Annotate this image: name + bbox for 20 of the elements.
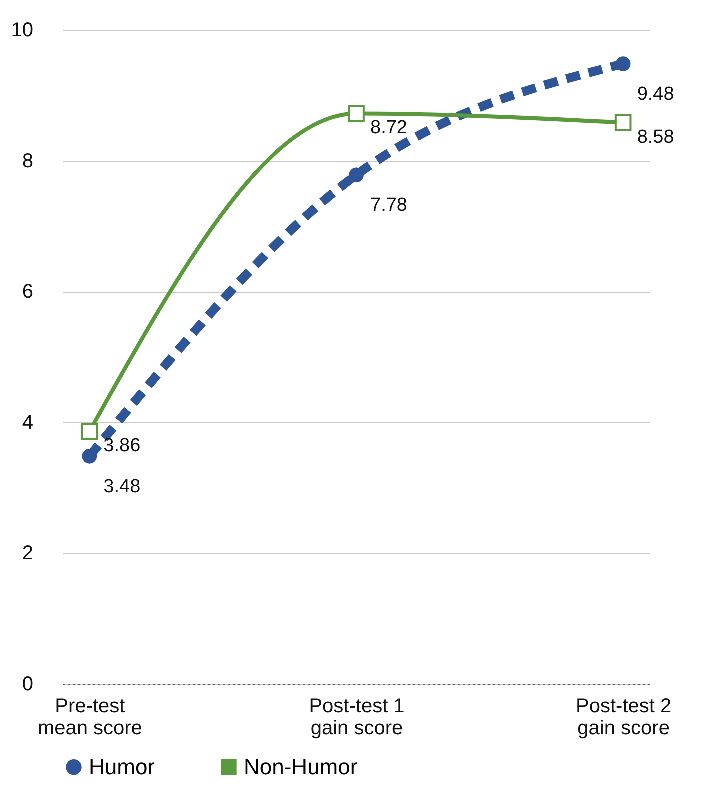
y-tick-label: 4 (22, 412, 34, 434)
y-tick-label: 2 (22, 542, 34, 565)
point (82, 449, 98, 464)
data-label: 9.48 (637, 84, 674, 106)
y-tick-label: 6 (22, 281, 34, 304)
x-tick-label: Pre-test mean score (38, 696, 142, 740)
y-tick-label: 10 (11, 20, 34, 42)
y-tick-label: 0 (22, 674, 34, 696)
data-label: 7.78 (370, 195, 408, 216)
data-label: 3.86 (104, 436, 141, 457)
x-tick-label: Post-test 1 gain score (309, 696, 405, 740)
y-tick-label: 8 (22, 150, 34, 172)
legend-label: Humor (89, 754, 156, 780)
data-label: 3.48 (104, 476, 141, 498)
legend-label: Non-Humor (244, 754, 358, 780)
point (616, 56, 631, 72)
data-label: 8.58 (637, 126, 674, 148)
x-tick-label: Post-test 2 gain score (576, 696, 672, 740)
point (349, 168, 364, 183)
data-label: 8.72 (370, 118, 408, 139)
